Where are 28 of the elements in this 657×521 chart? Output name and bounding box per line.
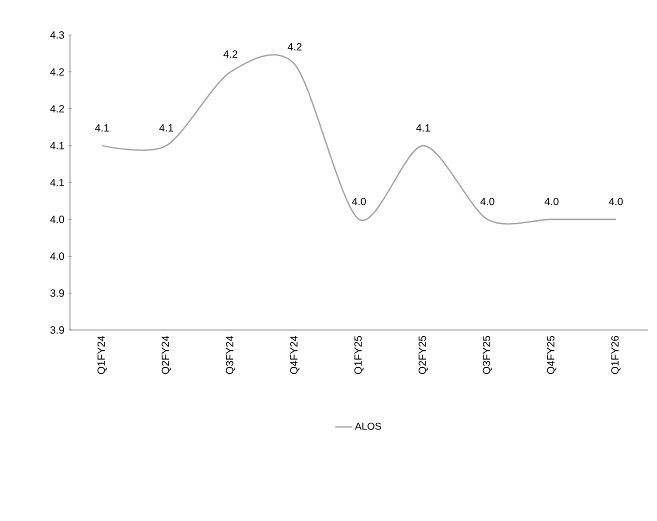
y-tick-label: 4.3 bbox=[50, 31, 64, 39]
y-tick-label: 4.0 bbox=[50, 252, 64, 260]
x-tick-label: Q2FY25 bbox=[418, 336, 428, 374]
y-tick-label: 3.9 bbox=[50, 289, 64, 297]
data-label: 4.0 bbox=[608, 198, 623, 206]
data-label: 4.0 bbox=[352, 198, 366, 206]
y-tick-label: 3.9 bbox=[50, 326, 64, 334]
data-label: 4.1 bbox=[416, 124, 430, 132]
y-tick-label: 4.2 bbox=[50, 68, 64, 76]
y-tick-label: 4.1 bbox=[50, 178, 64, 186]
data-label: 4.2 bbox=[224, 50, 238, 58]
x-tick-label: Q4FY25 bbox=[547, 336, 556, 374]
y-tick-label: 4.2 bbox=[50, 105, 64, 112]
data-label: 4.1 bbox=[95, 124, 109, 132]
x-tick-label: Q3FY25 bbox=[482, 336, 492, 374]
y-tick-label: 4.0 bbox=[50, 216, 64, 224]
legend-label: ALOS bbox=[354, 422, 382, 430]
x-tick-label: Q4FY24 bbox=[290, 336, 300, 374]
y-tick-label: 4.1 bbox=[50, 142, 64, 150]
data-label: 4.0 bbox=[544, 198, 559, 206]
x-tick-label: Q3FY24 bbox=[226, 336, 236, 374]
data-label: 4.0 bbox=[480, 198, 494, 206]
x-tick-label: Q1FY25 bbox=[354, 336, 364, 374]
data-label: 4.2 bbox=[288, 43, 302, 50]
x-tick-label: Q1FY24 bbox=[97, 336, 107, 374]
x-tick-label: Q1FY26 bbox=[611, 336, 621, 374]
x-tick-label: Q2FY24 bbox=[162, 336, 171, 374]
data-label: 4.1 bbox=[159, 124, 174, 132]
